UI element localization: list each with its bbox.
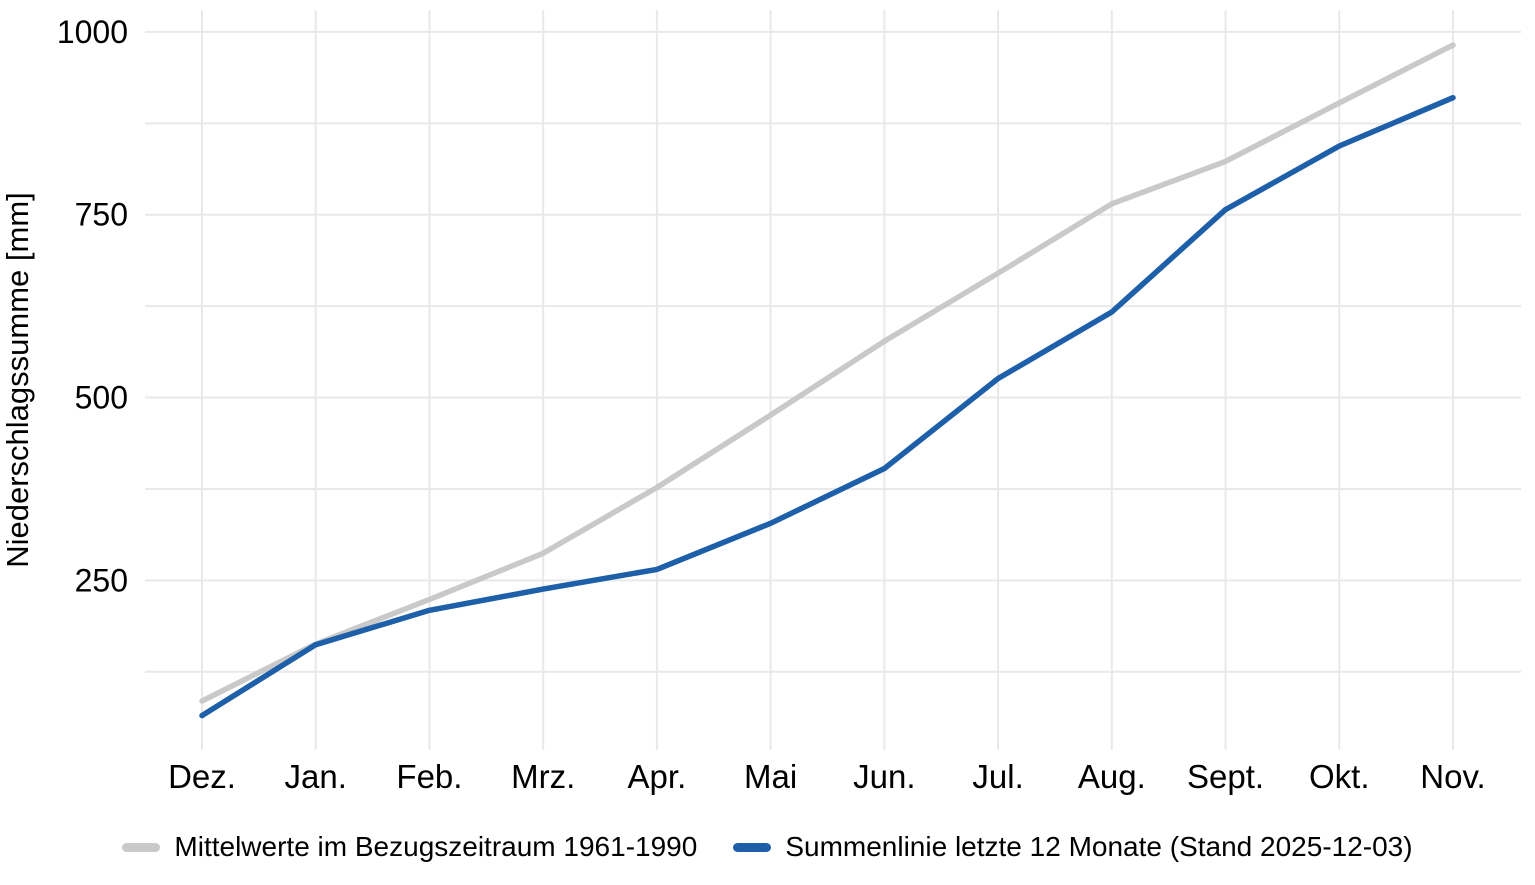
x-tick-label: Aug. — [1078, 758, 1146, 795]
x-tick-label: Mai — [744, 758, 797, 795]
y-tick-label: 750 — [75, 197, 128, 233]
series-line-0 — [199, 42, 1456, 704]
x-tick-label: Apr. — [628, 758, 687, 795]
x-tick-label: Mrz. — [511, 758, 575, 795]
x-tick-label: Nov. — [1420, 758, 1485, 795]
y-tick-label: 250 — [75, 562, 128, 598]
series-line-1 — [199, 94, 1456, 719]
line-chart: 250 500 750 1000 Dez. Jan. Feb. Mrz. Apr. Mai Jun.… — [0, 10, 1521, 795]
x-tick-label: Jul. — [972, 758, 1023, 795]
legend-label: Summenlinie letzte 12 Monate (Stand 2025… — [785, 831, 1413, 862]
y-tick-label: 1000 — [57, 14, 128, 50]
legend-label: Mittelwerte im Bezugszeitraum 1961-1990 — [174, 831, 698, 862]
series-lines — [199, 42, 1456, 719]
x-tick-label: Jun. — [853, 758, 915, 795]
legend-item-1: Summenlinie letzte 12 Monate (Stand 2025… — [733, 831, 1413, 862]
x-tick-label: Feb. — [396, 758, 462, 795]
x-tick-label: Okt. — [1309, 758, 1370, 795]
x-tick-label: Dez. — [168, 758, 236, 795]
gridlines — [145, 10, 1521, 750]
legend-swatch-icon — [122, 842, 161, 852]
y-axis-title: Niederschlagssumme [mm] — [0, 192, 35, 568]
x-tick-label: Sept. — [1187, 758, 1264, 795]
legend-item-0: Mittelwerte im Bezugszeitraum 1961-1990 — [122, 833, 697, 861]
x-tick-label: Jan. — [285, 758, 347, 795]
legend-swatch-icon — [733, 842, 772, 852]
y-tick-label: 500 — [75, 380, 128, 416]
axis-tick-labels: 250 500 750 1000 Dez. Jan. Feb. Mrz. Apr. Mai Jun.… — [57, 14, 1486, 795]
legend: Mittelwerte im Bezugszeitraum 1961-1990 S… — [0, 822, 1535, 872]
